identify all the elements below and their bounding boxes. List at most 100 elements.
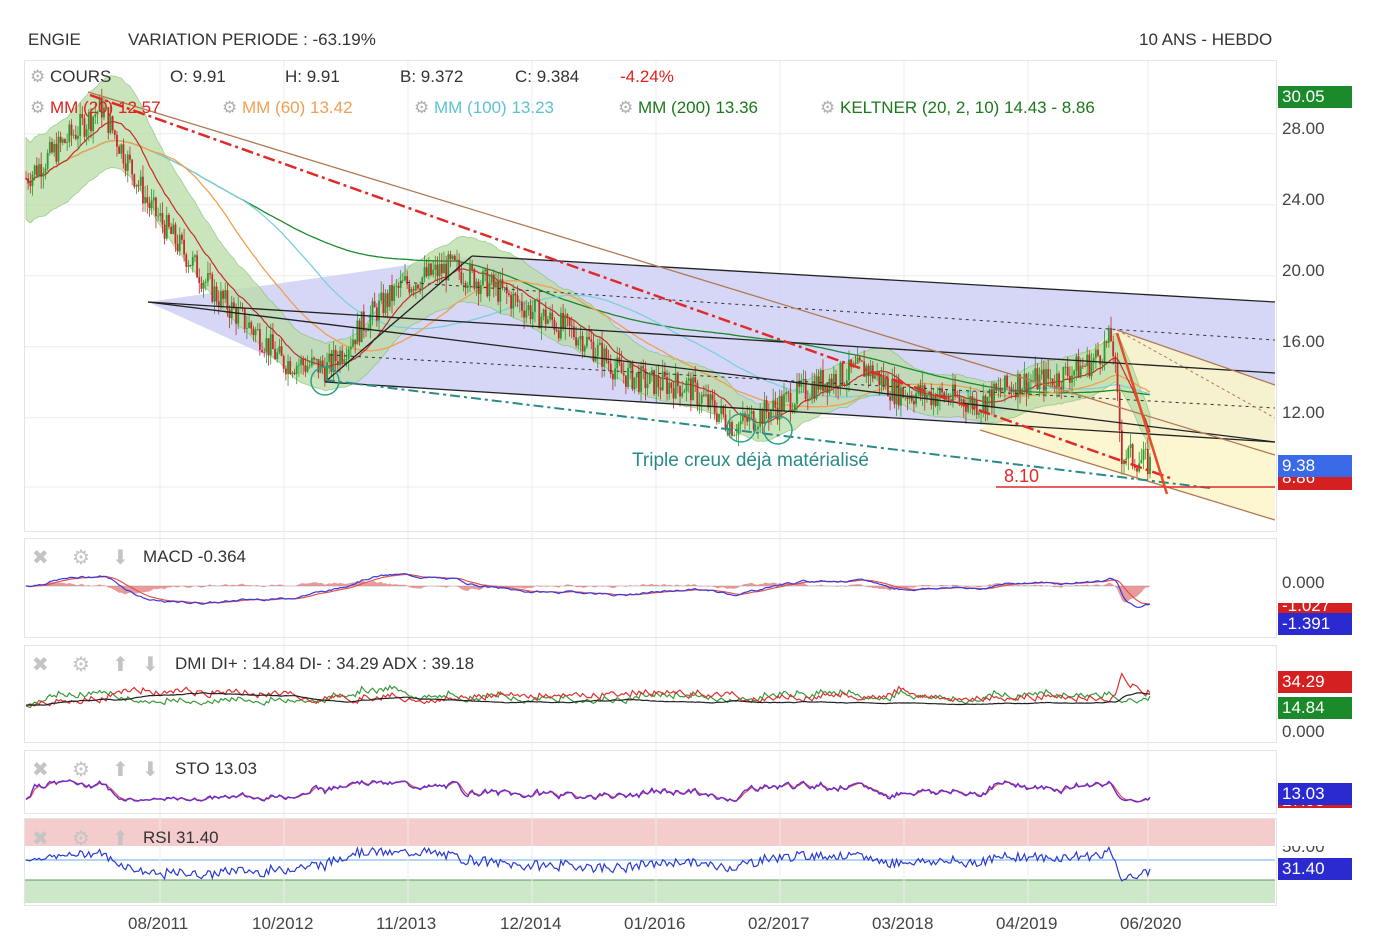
candle-body	[1058, 373, 1060, 388]
candle-body	[893, 378, 896, 405]
gear-icon[interactable]: ⚙	[72, 547, 90, 569]
arrow-down-icon[interactable]: ⬇	[142, 654, 159, 676]
price-tick: 12.00	[1282, 403, 1325, 422]
candle-body	[1114, 356, 1117, 364]
candle-body	[902, 387, 905, 398]
candle-body	[884, 378, 887, 386]
gear-icon[interactable]: ⚙	[414, 98, 430, 117]
gear-icon[interactable]: ⚙	[72, 654, 90, 676]
candle-body	[965, 406, 967, 412]
candle-body	[1092, 357, 1095, 363]
candle-body	[856, 357, 859, 364]
candle-body	[553, 320, 556, 331]
candle-body	[237, 308, 240, 324]
candle-body	[521, 301, 523, 311]
candle-body	[1112, 341, 1115, 357]
candle-body	[360, 311, 363, 343]
gear-icon[interactable]: ⚙	[72, 759, 90, 781]
candle-body	[607, 360, 610, 364]
candle-body	[362, 311, 365, 331]
candle-body	[388, 285, 391, 307]
candle-body	[988, 389, 991, 397]
arrow-down-icon[interactable]: ⬇	[112, 547, 129, 569]
candle-body	[460, 271, 463, 284]
sto-panel	[24, 750, 1277, 814]
keltner-legend[interactable]: ⚙ KELTNER (20, 2, 10) 14.43 - 8.86	[820, 98, 1095, 118]
gear-icon[interactable]: ⚙	[820, 98, 836, 117]
arrow-up-icon[interactable]: ⬆	[112, 654, 129, 676]
gear-icon[interactable]: ⚙	[30, 98, 46, 117]
candle-body	[733, 435, 736, 437]
gear-icon[interactable]: ⚙	[222, 98, 238, 117]
candle-body	[728, 422, 731, 435]
close-icon[interactable]: ✖	[32, 759, 49, 781]
candle-body	[1120, 430, 1123, 465]
candle-body	[581, 335, 584, 352]
close-icon[interactable]: ✖	[32, 547, 49, 569]
candle-body	[425, 267, 428, 277]
candle-body	[202, 282, 205, 289]
candle-body	[499, 279, 502, 302]
channel-connector-line	[324, 255, 473, 383]
candle-body	[269, 334, 272, 356]
candle-body	[1101, 363, 1104, 365]
candle-body	[622, 373, 625, 376]
mm200-legend[interactable]: ⚙ MM (200) 13.36	[618, 98, 758, 118]
candle-body	[168, 214, 170, 227]
candle-body	[399, 280, 402, 288]
candle-body	[1008, 387, 1011, 389]
candle-body	[1051, 378, 1054, 386]
candle-body	[1066, 366, 1069, 376]
candle-body	[284, 368, 287, 375]
mm100-legend[interactable]: ⚙ MM (100) 13.23	[414, 98, 554, 118]
mm20-legend[interactable]: ⚙ MM (20) 12.57	[30, 98, 161, 118]
candle-body	[637, 372, 640, 392]
red-arrow-down	[1115, 332, 1169, 495]
gear-icon[interactable]: ⚙	[618, 98, 634, 117]
candle-body	[1097, 349, 1099, 356]
candle-body	[516, 295, 519, 303]
candle-body	[1090, 362, 1093, 377]
candle-body	[1073, 370, 1076, 376]
candle-body	[817, 376, 820, 390]
candle-body	[702, 394, 705, 396]
candle-body	[668, 382, 671, 394]
arrow-up-icon[interactable]: ⬆	[112, 759, 129, 781]
candle-body	[42, 172, 45, 177]
close-icon[interactable]: ✖	[32, 828, 49, 850]
candle-body	[627, 367, 629, 388]
candle-body	[527, 305, 530, 311]
candle-body	[209, 273, 211, 275]
cours-legend[interactable]: ⚙ COURS	[30, 67, 111, 87]
close-icon[interactable]: ✖	[32, 654, 49, 676]
candle-body	[220, 290, 222, 307]
candle-body	[287, 361, 289, 375]
candle-body	[217, 301, 220, 307]
candle-body	[142, 176, 144, 204]
candle-body	[1062, 367, 1065, 389]
candle-body	[488, 282, 491, 297]
candle-body	[191, 256, 194, 266]
gear-icon[interactable]: ⚙	[30, 67, 46, 86]
candle-body	[274, 349, 276, 360]
candle-body	[1036, 368, 1039, 390]
candle-body	[313, 357, 315, 360]
gear-icon[interactable]: ⚙	[72, 828, 90, 850]
candle-body	[319, 360, 322, 373]
candle-body	[135, 184, 138, 187]
candle-body	[1071, 375, 1073, 383]
period-selector[interactable]: 10 ANS - HEBDO	[1139, 30, 1273, 49]
mm100-line	[25, 139, 1151, 398]
candle-body	[672, 388, 675, 399]
candle-body	[674, 373, 677, 399]
candle-body	[282, 355, 285, 369]
arrow-up-icon[interactable]: ⬆	[112, 828, 129, 850]
candle-body	[839, 362, 842, 389]
arrow-down-icon[interactable]: ⬇	[142, 759, 159, 781]
candle-body	[993, 383, 995, 408]
candle-body	[1140, 460, 1143, 464]
mm60-legend[interactable]: ⚙ MM (60) 13.42	[222, 98, 353, 118]
candle-body	[291, 372, 294, 375]
candle-body	[211, 274, 214, 302]
